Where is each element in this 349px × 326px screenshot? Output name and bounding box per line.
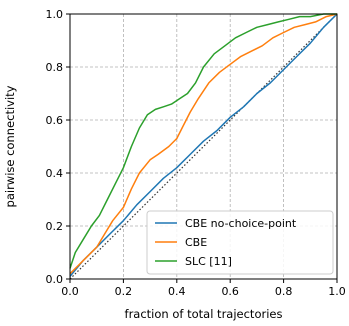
- x-tick-label: 0.6: [221, 285, 239, 298]
- series-line-2: [69, 13, 338, 275]
- legend: CBE no-choice-point CBE SLC [11]: [146, 210, 334, 275]
- y-tick-label: 0.8: [46, 61, 64, 74]
- legend-box: [146, 210, 334, 275]
- y-tick-label: 0.2: [46, 220, 64, 233]
- y-axis-label: pairwise connectivity: [3, 85, 17, 207]
- y-tick-label: 0.6: [46, 114, 64, 127]
- x-tick-label: 1.0: [328, 285, 346, 298]
- series-line-3: [69, 13, 337, 269]
- y-axis-ticks: 0.0 0.2 0.4 0.6 0.8 1.0: [46, 8, 70, 286]
- legend-entry: CBE: [185, 236, 207, 249]
- x-tick-label: 0.4: [168, 285, 186, 298]
- x-axis-label: fraction of total trajectories: [125, 307, 283, 321]
- x-axis-ticks: 0.0 0.2 0.4 0.6 0.8 1.0: [61, 279, 346, 298]
- y-tick-label: 1.0: [46, 8, 64, 21]
- x-tick-label: 0.0: [61, 285, 79, 298]
- series-line-1: [69, 13, 338, 277]
- y-tick-label: 0.4: [46, 167, 64, 180]
- x-tick-label: 0.2: [115, 285, 133, 298]
- x-tick-label: 0.8: [275, 285, 293, 298]
- legend-entry: CBE no-choice-point: [185, 217, 297, 230]
- legend-entry: SLC [11]: [185, 255, 232, 268]
- series-lines: [69, 13, 338, 277]
- y-tick-label: 0.0: [46, 273, 64, 286]
- plot-frame: [69, 13, 338, 280]
